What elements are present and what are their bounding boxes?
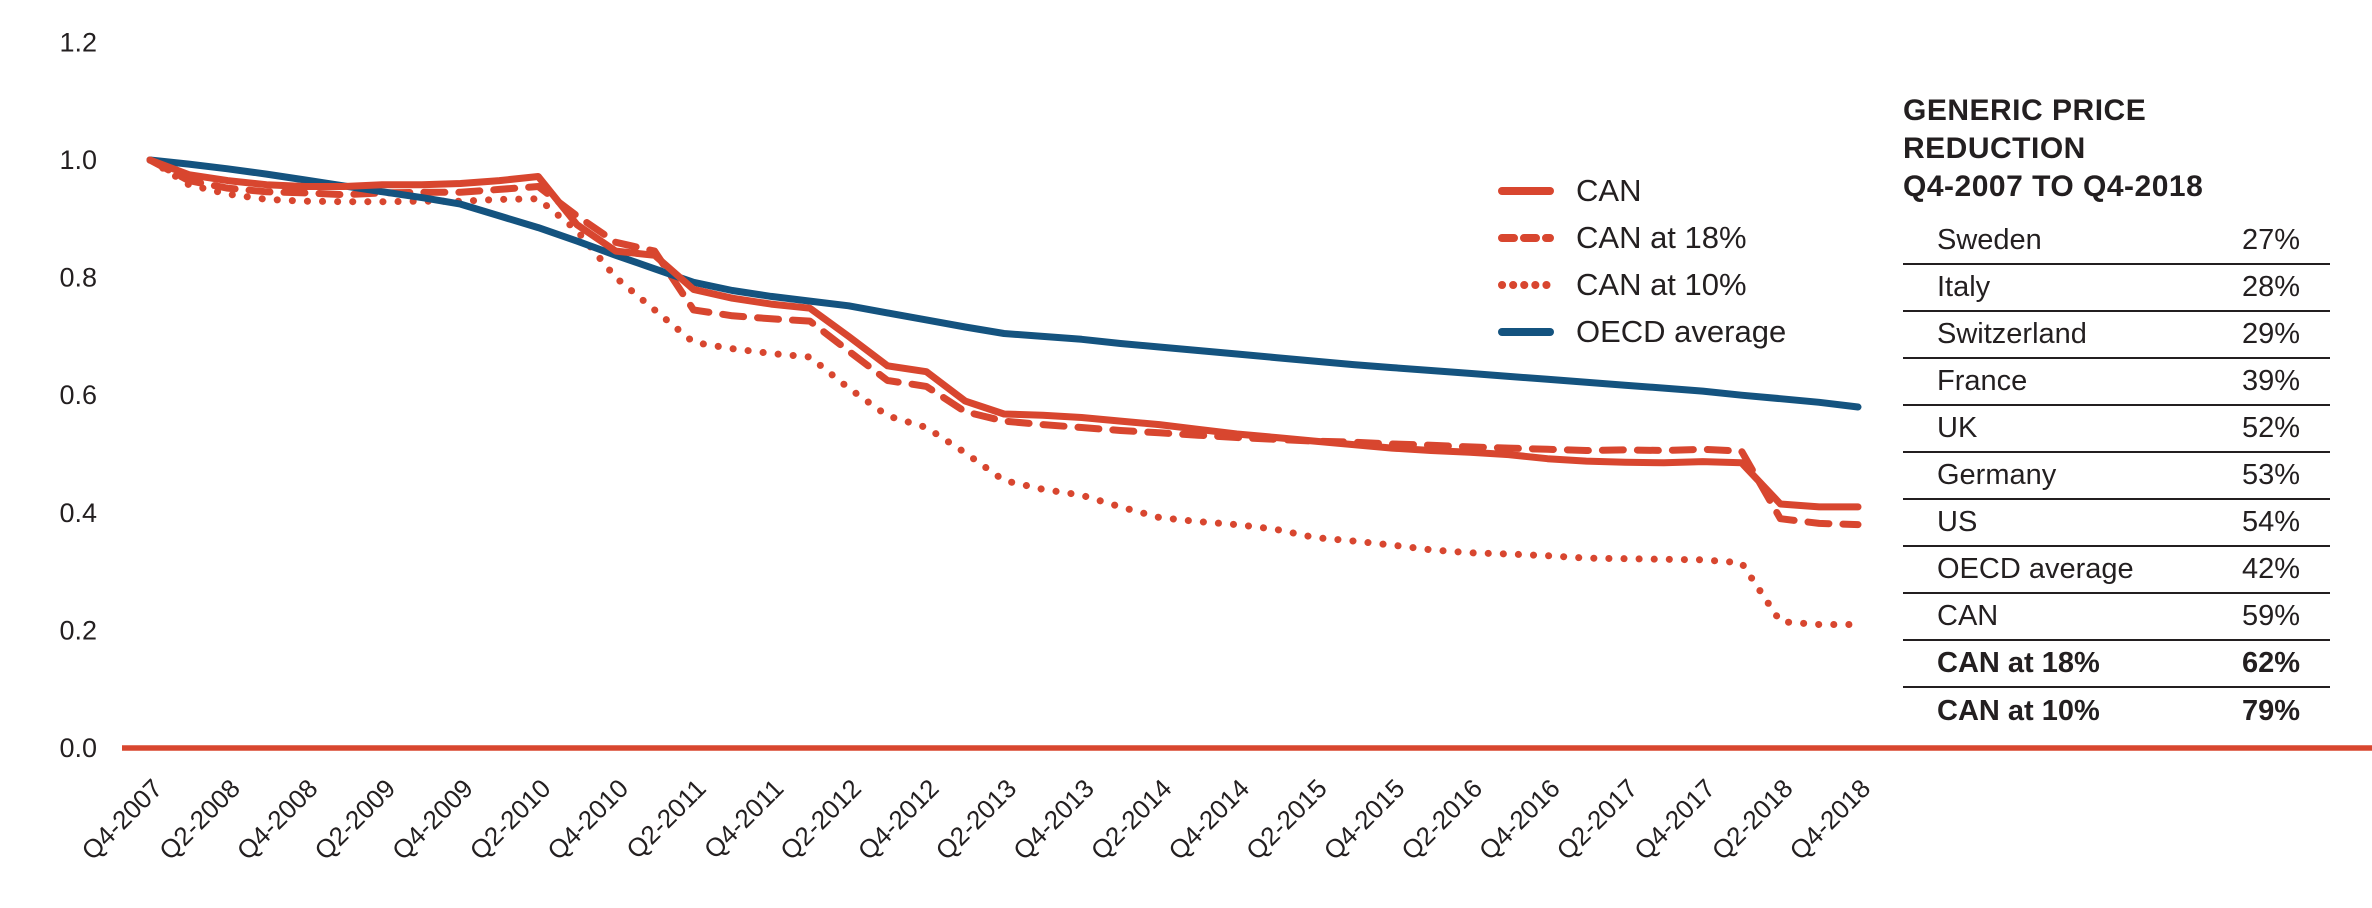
x-axis-tick-label: Q4-2016	[1473, 773, 1566, 866]
x-axis-tick-label: Q2-2016	[1395, 773, 1488, 866]
table-cell-country: France	[1937, 365, 2028, 397]
x-axis-tick-label: Q4-2015	[1318, 773, 1411, 866]
x-axis-tick-label: Q4-2012	[852, 773, 945, 866]
table-row-oecd-average: OECD average 42%	[1903, 547, 2330, 594]
table-cell-reduction: 28%	[2241, 271, 2300, 303]
legend-swatch-solid-icon	[1498, 327, 1554, 336]
legend-label: OECD average	[1576, 314, 1787, 349]
x-axis-tick-label: Q2-2012	[774, 773, 867, 866]
table-cell-country: CAN at 18%	[1937, 647, 2100, 679]
table-cell-reduction: 27%	[2241, 224, 2300, 256]
x-axis-tick-label: Q4-2008	[231, 773, 324, 866]
y-axis-tick-label: 0.4	[59, 498, 97, 528]
x-axis-tick-label: Q4-2010	[541, 773, 634, 866]
legend-swatch-dashed-icon	[1498, 233, 1554, 242]
x-axis-tick-label: Q2-2017	[1551, 773, 1644, 866]
y-axis-tick-label: 0.2	[59, 615, 97, 645]
legend-label: CAN at 18%	[1576, 220, 1747, 255]
side-table-title-line: GENERIC PRICE	[1903, 94, 2147, 127]
x-axis-tick-label: Q2-2009	[308, 773, 401, 866]
y-axis-tick-label: 1.2	[59, 27, 97, 57]
table-row-germany: Germany 53%	[1903, 453, 2330, 500]
side-table-title: GENERIC PRICE REDUCTION Q4-2007 TO Q4-20…	[1903, 92, 2330, 206]
table-cell-reduction: 39%	[2241, 365, 2300, 397]
table-row-italy: Italy 28%	[1903, 265, 2330, 312]
table-cell-reduction: 62%	[2241, 647, 2300, 679]
table-row-can-at-10: CAN at 10% 79%	[1903, 688, 2330, 735]
x-axis-tick-label: Q2-2010	[464, 773, 557, 866]
table-row-sweden: Sweden 27%	[1903, 218, 2330, 265]
series-line-oecd-average	[146, 156, 1862, 411]
table-cell-reduction: 59%	[2241, 600, 2300, 632]
table-cell-country: Sweden	[1937, 224, 2042, 256]
chart-legend: CAN CAN at 18% CAN at 10% OECD average	[1497, 167, 1786, 355]
table-cell-reduction: 53%	[2241, 459, 2300, 491]
table-cell-country: OECD average	[1937, 553, 2134, 585]
legend-label: CAN	[1576, 173, 1642, 208]
side-table-title-line: REDUCTION	[1903, 132, 2086, 165]
y-axis-tick-label: 1.0	[59, 145, 97, 175]
x-axis-tick-label: Q4-2007	[75, 773, 168, 866]
y-axis-tick-label: 0.8	[59, 263, 97, 293]
table-cell-country: CAN at 10%	[1937, 695, 2100, 727]
table-cell-country: Switzerland	[1937, 318, 2087, 350]
legend-item-can-at-10: CAN at 10%	[1497, 261, 1786, 308]
y-axis-tick-label: 0.6	[59, 380, 97, 410]
table-row-switzerland: Switzerland 29%	[1903, 312, 2330, 359]
x-axis-tick-label: Q4-2014	[1162, 773, 1255, 866]
legend-label: CAN at 10%	[1576, 267, 1747, 302]
side-table: GENERIC PRICE REDUCTION Q4-2007 TO Q4-20…	[1903, 92, 2330, 735]
table-row-uk: UK 52%	[1903, 406, 2330, 453]
table-cell-country: CAN	[1937, 600, 1999, 632]
table-cell-reduction: 52%	[2241, 412, 2300, 444]
legend-item-can-at-18: CAN at 18%	[1497, 214, 1786, 261]
table-row-can-at-18: CAN at 18% 62%	[1903, 641, 2330, 688]
x-axis-tick-label: Q4-2018	[1783, 773, 1876, 866]
x-axis-tick-label: Q4-2013	[1007, 773, 1100, 866]
legend-item-can: CAN	[1497, 167, 1786, 214]
y-axis-tick-label: 0.0	[59, 733, 97, 763]
legend-item-oecd-average: OECD average	[1497, 308, 1786, 355]
series-line-can-at-18	[146, 156, 1862, 529]
x-axis-tick-label: Q4-2009	[386, 773, 479, 866]
x-axis-tick-label: Q2-2014	[1085, 773, 1178, 866]
table-cell-country: UK	[1937, 412, 1978, 444]
x-axis-tick-label: Q2-2013	[929, 773, 1022, 866]
side-table-rows: Sweden 27% Italy 28% Switzerland 29% France 39%…	[1903, 218, 2330, 735]
legend-swatch-solid-icon	[1498, 186, 1554, 195]
series-line-can	[146, 156, 1862, 511]
x-axis-tick-label: Q2-2018	[1706, 773, 1799, 866]
x-axis-tick-label: Q2-2015	[1240, 773, 1333, 866]
table-row-us: US 54%	[1903, 500, 2330, 547]
legend-swatch-dotted-icon	[1498, 280, 1554, 289]
table-cell-country: Italy	[1937, 271, 1991, 303]
table-cell-reduction: 54%	[2241, 506, 2300, 538]
table-cell-reduction: 79%	[2241, 695, 2300, 727]
table-cell-reduction: 29%	[2241, 318, 2300, 350]
x-axis-tick-label: Q2-2011	[620, 773, 711, 864]
table-row-france: France 39%	[1903, 359, 2330, 406]
side-table-title-line: Q4-2007 TO Q4-2018	[1903, 170, 2204, 203]
table-cell-country: Germany	[1937, 459, 2057, 491]
x-axis-tick-label: Q4-2011	[698, 773, 789, 864]
table-cell-reduction: 42%	[2241, 553, 2300, 585]
x-axis-tick-label: Q2-2008	[153, 773, 246, 866]
table-row-can: CAN 59%	[1903, 594, 2330, 641]
x-axis-tick-label: Q4-2017	[1628, 773, 1721, 866]
table-cell-country: US	[1937, 506, 1978, 538]
